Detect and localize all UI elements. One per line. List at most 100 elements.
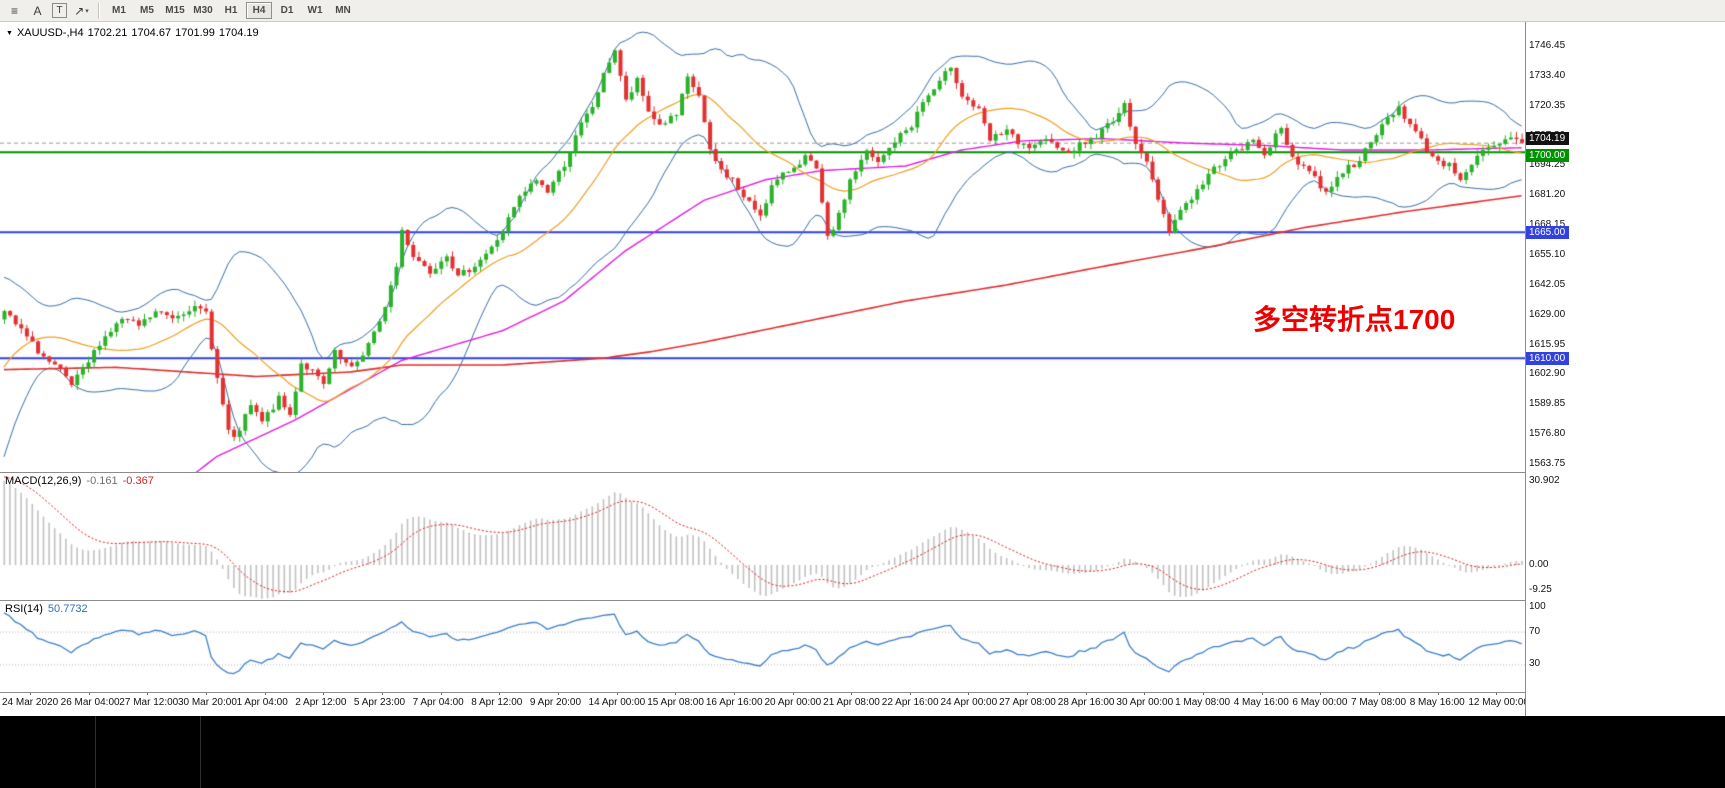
rsi-indicator-canvas[interactable]	[0, 600, 1525, 692]
time-tick	[1027, 692, 1029, 695]
timeframe-m15-button[interactable]: M15	[165, 5, 185, 16]
timeframe-h1-button[interactable]: H1	[224, 5, 238, 16]
price-scale-label: 1720.35	[1529, 99, 1566, 111]
date-label: 28 Apr 16:00	[1057, 697, 1115, 708]
macd-name: MACD(12,26,9)	[5, 475, 82, 487]
time-tick	[675, 692, 677, 695]
price-scale-label: 1589.85	[1529, 398, 1566, 410]
date-label: 15 Apr 08:00	[647, 697, 704, 708]
status-bar-divider	[95, 716, 96, 788]
time-tick	[88, 692, 90, 695]
ohlc-low: 1701.99	[175, 27, 215, 39]
hline-price-badge: 1700.00	[1526, 149, 1569, 163]
text-label-icon[interactable]: A	[33, 3, 42, 18]
dropdown-caret-icon: ▾	[85, 7, 89, 15]
price-scale-label: 1733.40	[1529, 69, 1566, 81]
current-price-badge: 1704.19	[1526, 131, 1569, 145]
time-tick	[1496, 692, 1498, 695]
date-label: 12 May 00:00	[1468, 697, 1529, 708]
charts-list-icon[interactable]: ≡	[10, 3, 18, 18]
time-tick	[323, 692, 325, 695]
time-tick	[499, 692, 501, 695]
time-tick	[30, 692, 31, 695]
text-box-icon[interactable]: T	[52, 3, 67, 18]
macd-signal-value: -0.367	[122, 475, 154, 487]
macd-label: MACD(12,26,9) -0.161 -0.367	[5, 475, 154, 487]
price-scale-label: 1681.20	[1529, 189, 1566, 201]
panel-divider-macd[interactable]	[0, 472, 1568, 473]
price-scale[interactable]: 1746.451733.401720.351707.301694.251681.…	[1525, 22, 1569, 716]
time-tick	[205, 692, 207, 695]
date-label: 7 May 08:00	[1351, 697, 1407, 708]
chart-menu-arrow-icon[interactable]: ▼	[6, 30, 13, 37]
ohlc-open: 1702.21	[87, 27, 128, 39]
date-label: 30 Apr 00:00	[1116, 697, 1174, 708]
price-scale-label: 1655.10	[1529, 249, 1566, 260]
date-label: 8 Apr 12:00	[471, 697, 523, 708]
time-tick	[440, 692, 442, 695]
price-scale-label: 1602.90	[1529, 368, 1566, 380]
time-tick	[851, 692, 853, 695]
macd-indicator-canvas[interactable]	[0, 472, 1525, 600]
macd-scale-label: -9.25	[1529, 584, 1552, 596]
price-scale-label: 1563.75	[1529, 458, 1566, 469]
time-tick	[1379, 692, 1381, 695]
hline-price-badge: 1610.00	[1526, 352, 1569, 366]
macd-main-value: -0.161	[86, 475, 118, 487]
date-label: 4 May 16:00	[1233, 697, 1289, 708]
macd-scale-label: 30.902	[1529, 474, 1560, 486]
rsi-label: RSI(14) 50.7732	[5, 603, 88, 615]
timeframe-m30-button[interactable]: M30	[193, 5, 213, 16]
date-label: 30 Mar 20:00	[177, 697, 237, 708]
date-label: 5 Apr 23:00	[353, 697, 406, 708]
time-tick	[1261, 692, 1263, 695]
time-tick	[909, 692, 911, 695]
time-tick	[968, 692, 970, 695]
date-label: 7 Apr 04:00	[412, 697, 464, 708]
date-label: 22 Apr 16:00	[881, 697, 939, 708]
price-scale-label: 1629.00	[1529, 308, 1566, 320]
rsi-scale-label: 70	[1529, 625, 1541, 637]
date-label: 26 Mar 04:00	[60, 697, 120, 708]
status-bar-divider	[200, 716, 201, 788]
date-label: 6 May 00:00	[1292, 697, 1348, 708]
time-tick	[792, 692, 794, 695]
panel-divider-rsi[interactable]	[0, 600, 1568, 601]
date-label: 21 Apr 08:00	[823, 697, 880, 708]
timeframe-mn-button[interactable]: MN	[335, 5, 351, 16]
price-scale-label: 1668.15	[1529, 219, 1566, 231]
timeframe-m5-button[interactable]: M5	[140, 5, 154, 16]
time-tick	[264, 692, 266, 695]
toolbar: ≡ A T ↗ ▾ M1 M5 M15 M30 H1 H4 D1 W1 MN	[0, 0, 1725, 22]
date-label: 14 Apr 00:00	[588, 697, 646, 708]
time-tick	[616, 692, 618, 695]
timeframe-h4-button[interactable]: H4	[246, 2, 272, 19]
chart-text-annotation[interactable]: 多空转折点1700	[1253, 304, 1456, 335]
main-chart-canvas[interactable]	[0, 22, 1525, 472]
timeframe-toolbar: M1 M5 M15 M30 H1 H4 D1 W1 MN	[105, 0, 357, 22]
date-label: 2 Apr 12:00	[295, 697, 347, 708]
line-tools-icon[interactable]: ↗ ▾	[74, 3, 89, 18]
time-tick	[1203, 692, 1205, 695]
timeframe-w1-button[interactable]: W1	[307, 5, 323, 16]
date-label: 24 Mar 2020	[2, 697, 59, 708]
price-scale-label: 1694.25	[1529, 159, 1566, 171]
date-label: 24 Apr 00:00	[940, 697, 998, 708]
status-bar	[0, 716, 1725, 788]
date-label: 16 Apr 16:00	[705, 697, 763, 708]
ohlc-high: 1704.67	[131, 27, 172, 39]
price-scale-label: 1746.45	[1529, 40, 1566, 51]
time-tick	[733, 692, 735, 695]
price-scale-label: 1576.80	[1529, 428, 1566, 440]
toolbar-separator	[98, 2, 100, 19]
price-scale-label: 1615.95	[1529, 338, 1566, 350]
date-label: 1 Apr 04:00	[236, 697, 288, 708]
time-axis[interactable]: 24 Mar 2020 26 Mar 04:00 27 Mar 12:00 30 Ma…	[0, 692, 1568, 716]
timeframe-d1-button[interactable]: D1	[280, 5, 294, 16]
chart-title: ▼ XAUUSD-,H4 1702.21 1704.67 1701.99 1704.19	[6, 27, 263, 39]
date-label: 27 Apr 08:00	[999, 697, 1056, 708]
ohlc-close: 1704.19	[218, 27, 259, 39]
timeframe-m1-button[interactable]: M1	[112, 5, 126, 16]
macd-scale-label: 0.00	[1529, 559, 1549, 571]
